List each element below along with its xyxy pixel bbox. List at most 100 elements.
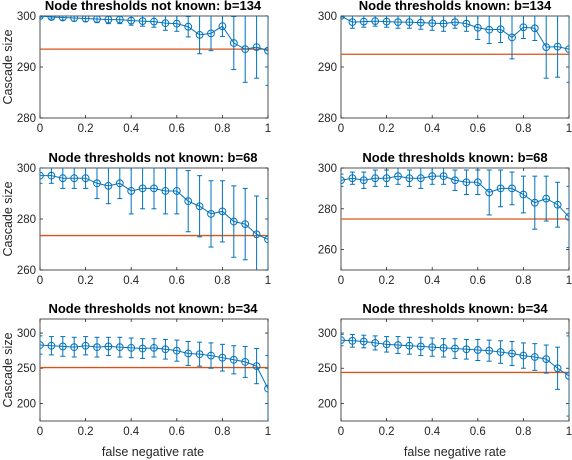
data-point bbox=[172, 187, 181, 195]
data-point bbox=[451, 344, 459, 353]
data-point bbox=[252, 362, 261, 371]
data-point bbox=[439, 172, 448, 181]
y-tick-label: 300 bbox=[318, 163, 337, 175]
panel-2: Node thresholds known: b=134 280 290 300 0… bbox=[318, 0, 572, 135]
data-point bbox=[115, 16, 124, 24]
data-point bbox=[115, 179, 124, 188]
data-point bbox=[229, 217, 238, 226]
y-tick-label: 200 bbox=[318, 398, 337, 410]
panel-1-xticks: 0 0.2 0.4 0.6 0.8 1 bbox=[37, 16, 271, 135]
panel-6-title: Node thresholds known: b=34 bbox=[362, 301, 548, 316]
panel-2-yticks: 280 290 300 bbox=[318, 11, 569, 125]
data-layer bbox=[341, 333, 569, 417]
x-tick-label: 0.6 bbox=[169, 426, 185, 438]
panel-5-xlabel: false negative rate bbox=[102, 445, 204, 459]
panel-1-title: Node thresholds not known: b=134 bbox=[45, 0, 262, 13]
data-point bbox=[172, 346, 181, 355]
data-point bbox=[428, 172, 437, 181]
data-point bbox=[439, 343, 448, 352]
panel-5-xticks: 0 0.2 0.4 0.6 0.8 1 bbox=[37, 319, 271, 438]
data-point bbox=[542, 194, 551, 203]
data-point bbox=[496, 25, 505, 34]
data-point bbox=[70, 343, 79, 352]
data-point bbox=[229, 355, 238, 364]
data-point bbox=[241, 45, 250, 54]
y-tick-label: 300 bbox=[17, 11, 36, 23]
x-tick-label: 1 bbox=[265, 275, 271, 287]
data-point bbox=[485, 25, 494, 34]
data-point bbox=[405, 341, 414, 350]
data-point bbox=[229, 39, 238, 47]
data-point bbox=[565, 372, 569, 380]
x-tick-label: 1 bbox=[566, 275, 572, 287]
data-point bbox=[207, 29, 215, 38]
panel-3-title: Node thresholds not known: b=68 bbox=[48, 150, 257, 165]
x-tick-label: 0.4 bbox=[123, 275, 140, 287]
data-point bbox=[416, 342, 425, 351]
data-point bbox=[508, 184, 516, 193]
panel-5-yticks: 200 250 300 bbox=[17, 328, 268, 410]
x-tick-label: 1 bbox=[265, 123, 271, 135]
data-point bbox=[104, 181, 113, 190]
y-tick-label: 280 bbox=[318, 113, 337, 125]
data-point bbox=[565, 213, 569, 221]
y-tick-label: 300 bbox=[318, 328, 337, 340]
data-point bbox=[553, 42, 562, 51]
data-point bbox=[405, 18, 414, 27]
data-point bbox=[371, 174, 380, 183]
data-point bbox=[81, 174, 90, 183]
x-tick-label: 0.2 bbox=[78, 123, 94, 135]
data-point bbox=[93, 343, 101, 352]
x-tick-label: 0.4 bbox=[123, 426, 140, 438]
data-point bbox=[473, 178, 482, 187]
data-point bbox=[252, 43, 261, 52]
panel-4-yticks: 260 280 300 bbox=[318, 163, 569, 257]
data-point bbox=[138, 17, 147, 26]
data-point bbox=[104, 342, 113, 351]
panel-1-yticks: 280 290 300 bbox=[17, 11, 268, 125]
data-point bbox=[341, 16, 345, 20]
data-point bbox=[530, 24, 539, 33]
x-tick-label: 0.2 bbox=[78, 426, 94, 438]
data-point bbox=[40, 341, 44, 349]
data-point bbox=[150, 343, 158, 352]
x-tick-label: 0.8 bbox=[515, 426, 531, 438]
data-point bbox=[241, 220, 250, 229]
x-tick-label: 0.2 bbox=[379, 123, 395, 135]
data-point bbox=[496, 348, 505, 356]
x-tick-label: 0.8 bbox=[214, 426, 230, 438]
y-tick-label: 260 bbox=[318, 245, 337, 257]
y-tick-label: 300 bbox=[17, 163, 36, 175]
data-point bbox=[371, 17, 380, 26]
panel-5-title: Node thresholds not known: b=34 bbox=[48, 301, 258, 316]
data-point bbox=[451, 18, 459, 27]
data-layer bbox=[40, 16, 268, 86]
x-tick-label: 0.8 bbox=[515, 275, 531, 287]
data-point bbox=[382, 340, 391, 349]
data-point bbox=[184, 22, 193, 31]
x-tick-label: 0.4 bbox=[123, 123, 140, 135]
panel-6-xlabel: false negative rate bbox=[404, 445, 506, 459]
panel-1-ylabel: Cascade size bbox=[1, 29, 15, 104]
data-point bbox=[519, 351, 528, 360]
data-point bbox=[161, 187, 170, 195]
data-point bbox=[195, 350, 204, 359]
panel-5: Node thresholds not known: b=34 Cascade … bbox=[1, 301, 271, 459]
data-point bbox=[58, 174, 67, 183]
data-point bbox=[382, 174, 391, 183]
data-point bbox=[184, 197, 193, 206]
data-point bbox=[218, 207, 227, 216]
data-point bbox=[264, 384, 268, 393]
y-tick-label: 300 bbox=[318, 11, 337, 23]
panel-3-xticks: 0 0.2 0.4 0.6 0.8 1 bbox=[37, 168, 271, 287]
data-point bbox=[394, 18, 402, 27]
y-tick-label: 250 bbox=[318, 363, 337, 375]
data-point bbox=[58, 16, 67, 22]
data-point bbox=[462, 178, 471, 187]
data-point bbox=[462, 345, 471, 354]
data-point bbox=[542, 355, 551, 363]
data-point bbox=[519, 190, 528, 199]
y-tick-label: 280 bbox=[17, 214, 36, 226]
y-tick-label: 280 bbox=[17, 113, 36, 125]
x-tick-label: 0.8 bbox=[214, 123, 230, 135]
